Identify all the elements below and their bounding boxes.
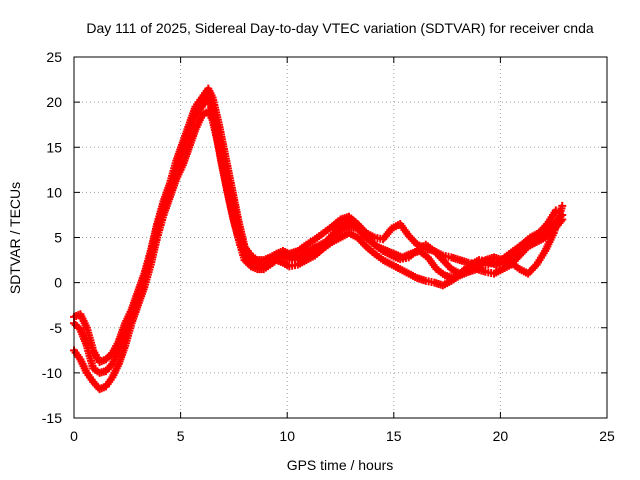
y-tick-label: -10	[42, 365, 62, 381]
x-tick-label: 5	[177, 428, 185, 444]
data-points	[70, 84, 567, 394]
x-axis-label: GPS time / hours	[287, 457, 394, 473]
grid	[74, 57, 607, 418]
y-tick-label: 20	[46, 94, 62, 110]
y-tick-label: 25	[46, 49, 62, 65]
y-axis-label: SDTVAR / TECUs	[7, 182, 23, 294]
plot-frame	[73, 56, 608, 419]
x-tick-label: 15	[386, 428, 402, 444]
x-tick-label: 0	[70, 428, 78, 444]
x-tick-label: 20	[493, 428, 509, 444]
data-point	[558, 201, 567, 210]
x-tick-label: 10	[279, 428, 295, 444]
x-tick-label: 25	[599, 428, 615, 444]
data-point	[551, 206, 560, 215]
y-tick-label: 15	[46, 139, 62, 155]
chart-title: Day 111 of 2025, Sidereal Day-to-day VTE…	[86, 20, 594, 36]
y-tick-label: 0	[54, 275, 62, 291]
y-tick-label: 10	[46, 184, 62, 200]
y-tick-label: -15	[42, 410, 62, 426]
y-tick-label: 5	[54, 230, 62, 246]
axis-ticks: 0 5 10 15 20 25 -15 -10 -5 0 5 10 15 20 25	[42, 49, 615, 444]
y-tick-label: -5	[50, 320, 63, 336]
